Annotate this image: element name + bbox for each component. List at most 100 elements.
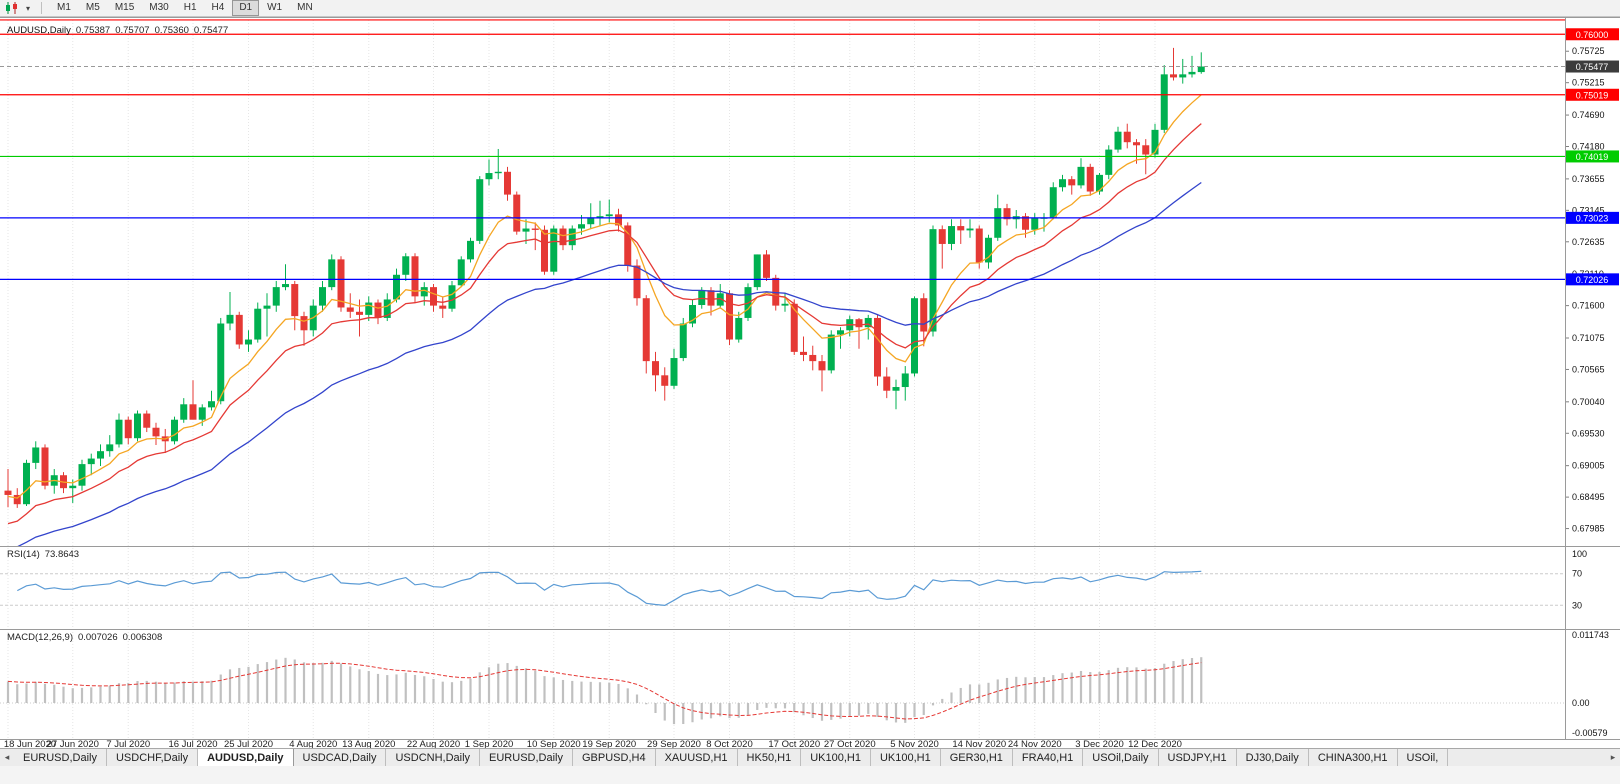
timeframe-button-h1[interactable]: H1 [183, 2, 197, 13]
rsi-line [17, 570, 1202, 607]
timeframe-button-mn[interactable]: MN [297, 2, 313, 13]
price-tick-label: 0.68495 [1572, 492, 1605, 502]
candle-body [874, 317, 881, 377]
tab-eurusd-daily[interactable]: EURUSD,Daily [14, 749, 107, 766]
price-badge-label: 0.74019 [1576, 152, 1609, 162]
timeframe-button-w1[interactable]: W1 [267, 2, 283, 13]
date-label: 19 Sep 2020 [582, 739, 636, 748]
tab-china300-h1[interactable]: CHINA300,H1 [1309, 749, 1398, 766]
candle-body [13, 494, 21, 505]
macd-axis-label: 0.011743 [1572, 630, 1609, 640]
chart-area[interactable]: 0.75725 0.75215 0.74690 0.74180 0.73655 0.731… [0, 17, 1620, 748]
candle-body [115, 419, 123, 445]
candle-body [975, 228, 983, 263]
candle-body [578, 224, 585, 229]
price-badge [1566, 88, 1619, 101]
candle-body [402, 256, 410, 275]
date-label: 17 Oct 2020 [768, 739, 820, 748]
candle-body [171, 419, 178, 442]
candle-body [1197, 66, 1205, 73]
price-tick-label: 0.70040 [1572, 397, 1605, 407]
tab-scroll-right-icon[interactable]: ▸ [1610, 752, 1616, 762]
candle-body [180, 404, 188, 420]
price-chart-canvas[interactable]: 0.75725 0.75215 0.74690 0.74180 0.73655 0.731… [0, 17, 1620, 748]
candle-body [485, 173, 493, 180]
tab-usoil-daily[interactable]: USOil,Daily [1083, 749, 1159, 766]
timeframe-button-m30[interactable]: M30 [149, 2, 169, 13]
candle-body [772, 277, 780, 306]
candle-body [152, 427, 160, 437]
timeframe-button-m5[interactable]: M5 [85, 2, 100, 13]
tab-hk50-h1[interactable]: HK50,H1 [738, 749, 802, 766]
candle-body [143, 413, 151, 428]
price-tick-label: 0.69530 [1572, 428, 1605, 438]
timeframe-button-h4[interactable]: H4 [211, 2, 225, 13]
candle-body [837, 330, 844, 335]
tab-scroll-left-icon[interactable]: ◂ [4, 752, 10, 762]
candle-body [448, 285, 456, 309]
candle-body [504, 171, 511, 195]
tab-audusd-daily[interactable]: AUDUSD,Daily [198, 749, 294, 766]
tab-usdjpy-h1[interactable]: USDJPY,H1 [1159, 749, 1237, 766]
candle-body [383, 299, 391, 318]
candle-body [263, 305, 271, 309]
price-badge [1566, 60, 1619, 73]
date-label: 3 Dec 2020 [1075, 739, 1124, 748]
tab-ger30-h1[interactable]: GER30,H1 [941, 749, 1013, 766]
bottom-filler [0, 766, 1620, 784]
date-label: 16 Jul 2020 [168, 739, 217, 748]
candle-body [1151, 129, 1159, 155]
timeframe-button-d1[interactable]: D1 [232, 0, 260, 16]
candle-body [1049, 187, 1057, 218]
candle-body [707, 290, 715, 306]
candle-body [753, 254, 761, 288]
tab-uk100-h1[interactable]: UK100,H1 [801, 749, 871, 766]
candle-body [1188, 71, 1196, 75]
candle-body [531, 228, 539, 230]
candle-body [69, 485, 77, 489]
candle-body [226, 314, 234, 324]
candle-body [78, 464, 86, 486]
tab-usdchf-daily[interactable]: USDCHF,Daily [107, 749, 199, 766]
candle-body [781, 303, 789, 306]
tab-usdcad-daily[interactable]: USDCAD,Daily [294, 749, 387, 766]
date-label: 27 Oct 2020 [824, 739, 876, 748]
candle-body [134, 413, 141, 439]
timeframe-button-m1[interactable]: M1 [57, 2, 71, 13]
candle-body [245, 339, 252, 345]
tab-uk100-h1[interactable]: UK100,H1 [871, 749, 941, 766]
candle-body [189, 404, 197, 420]
tab-usdcnh-daily[interactable]: USDCNH,Daily [386, 749, 481, 766]
candle-body [1031, 218, 1039, 230]
candle-body [596, 216, 604, 218]
tab-dj30-daily[interactable]: DJ30,Daily [1237, 749, 1309, 766]
candle-body [911, 298, 918, 374]
tab-fra40-h1[interactable]: FRA40,H1 [1013, 749, 1084, 766]
price-tick-label: 0.74690 [1572, 110, 1605, 120]
candle-body [32, 447, 40, 463]
candle-body [291, 284, 299, 317]
price-badge-label: 0.75019 [1576, 90, 1609, 100]
candle-body [948, 226, 955, 244]
candle-body [624, 225, 632, 266]
candle-body [467, 240, 474, 260]
candle-body [985, 237, 992, 263]
tab-gbpusd-h4[interactable]: GBPUSD,H4 [573, 749, 656, 766]
candle-body [735, 317, 743, 340]
timeframe-button-m15[interactable]: M15 [114, 2, 135, 13]
price-tick-label: 0.75215 [1572, 78, 1605, 88]
date-label: 14 Nov 2020 [952, 739, 1006, 748]
tab-usoil[interactable]: USOil, [1398, 749, 1449, 766]
candle-body [615, 214, 622, 226]
tab-eurusd-daily[interactable]: EURUSD,Daily [480, 749, 573, 766]
toolbar-separator [41, 2, 42, 14]
chart-type-icon[interactable] [3, 1, 21, 15]
candle-body [41, 447, 49, 486]
candle-body [1022, 216, 1029, 230]
timeframe-toolbar: ▾ M1 M5 M15 M30 H1 H4 D1 W1 MN [0, 0, 1620, 17]
candle-body [818, 361, 826, 371]
chart-type-dropdown-caret-icon[interactable]: ▾ [25, 3, 30, 13]
tab-xauusd-h1[interactable]: XAUUSD,H1 [656, 749, 738, 766]
candle-body [1123, 131, 1131, 143]
